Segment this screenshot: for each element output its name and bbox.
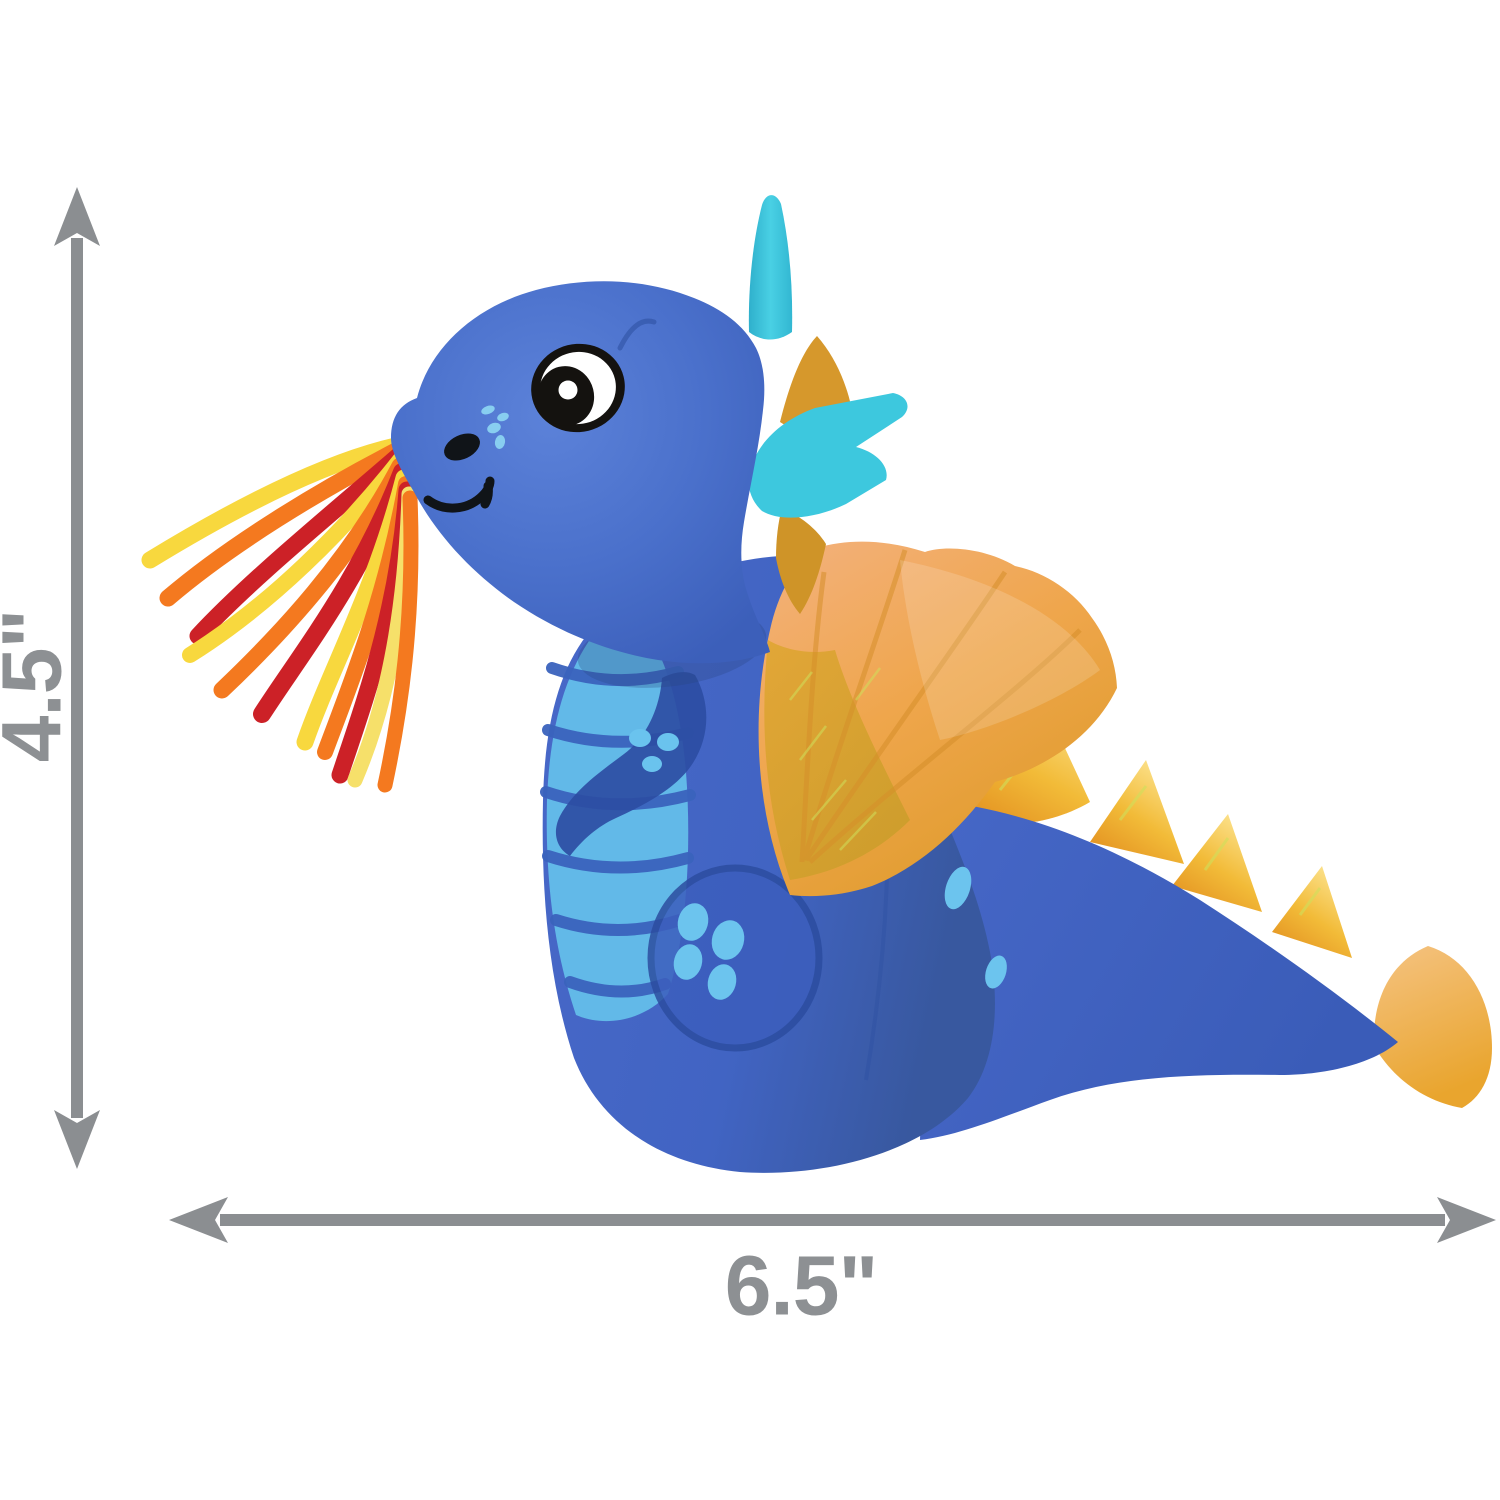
belly-panel bbox=[546, 614, 689, 1022]
neck-gold-spike bbox=[776, 508, 826, 614]
head-frill bbox=[748, 393, 908, 518]
tail-fin bbox=[1373, 946, 1492, 1108]
fire-yarn-flames bbox=[141, 436, 419, 793]
body-spots bbox=[944, 866, 1007, 989]
nostril bbox=[444, 433, 480, 461]
eye bbox=[531, 343, 625, 433]
wing bbox=[758, 541, 1117, 897]
haunch-paw-pads bbox=[673, 903, 745, 1000]
brow-crease bbox=[617, 318, 657, 351]
width-dimension-label: 6.5" bbox=[724, 1238, 879, 1333]
height-dimension-arrow bbox=[54, 187, 100, 1169]
tail bbox=[920, 800, 1398, 1140]
height-dimension-label: 4.5" bbox=[0, 609, 79, 763]
smile bbox=[423, 476, 495, 513]
snout-speckles bbox=[481, 405, 509, 449]
head bbox=[391, 281, 770, 664]
arm-print bbox=[555, 672, 707, 856]
width-dimension-arrow bbox=[169, 1197, 1496, 1243]
horn bbox=[748, 195, 793, 340]
arm-paw-pads bbox=[629, 729, 679, 772]
